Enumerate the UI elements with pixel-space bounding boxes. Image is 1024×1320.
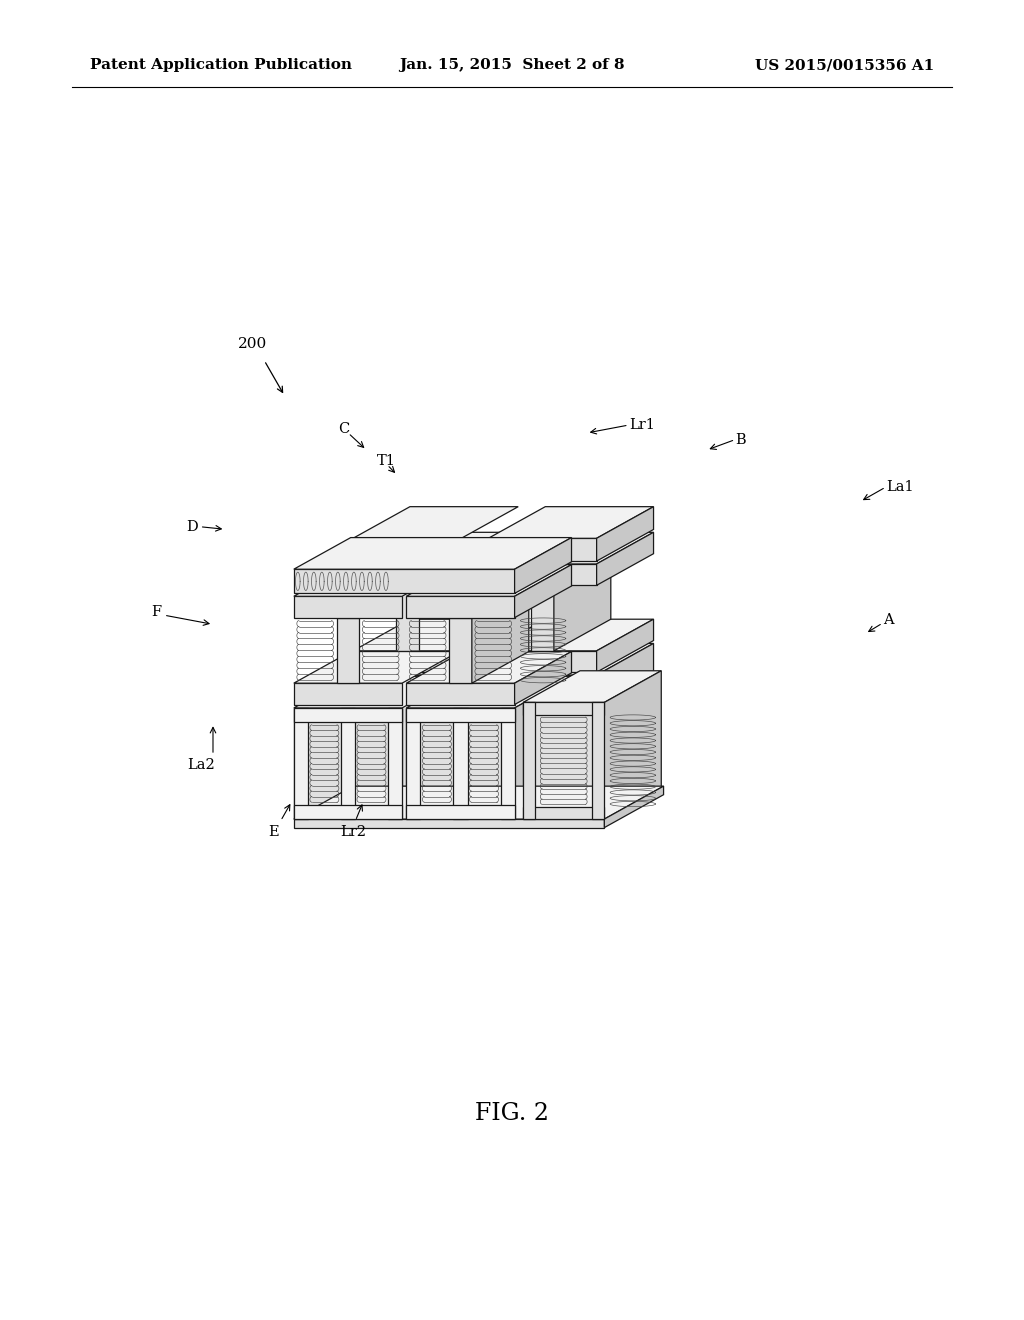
Polygon shape [488, 507, 653, 539]
Text: F: F [152, 606, 162, 619]
Polygon shape [407, 708, 421, 818]
Polygon shape [407, 708, 515, 722]
Text: D: D [186, 520, 198, 533]
Polygon shape [294, 652, 459, 684]
Polygon shape [515, 565, 571, 618]
Polygon shape [341, 708, 355, 818]
Polygon shape [604, 787, 664, 828]
Polygon shape [353, 539, 461, 561]
Polygon shape [488, 619, 653, 651]
Polygon shape [353, 619, 518, 651]
Polygon shape [531, 585, 554, 651]
Polygon shape [523, 702, 604, 818]
Polygon shape [407, 597, 515, 618]
Polygon shape [388, 708, 402, 818]
Polygon shape [407, 565, 571, 597]
Polygon shape [407, 708, 515, 818]
Text: La1: La1 [886, 480, 913, 494]
Polygon shape [515, 676, 571, 818]
Polygon shape [353, 532, 518, 564]
Text: A: A [883, 614, 893, 627]
Text: La2: La2 [187, 758, 215, 772]
Polygon shape [353, 507, 518, 539]
Polygon shape [294, 787, 664, 818]
Polygon shape [488, 532, 653, 564]
Polygon shape [597, 619, 653, 672]
Polygon shape [294, 818, 604, 828]
Polygon shape [395, 553, 475, 585]
Polygon shape [554, 553, 610, 651]
Polygon shape [353, 564, 461, 585]
Polygon shape [488, 675, 597, 787]
Text: US 2015/0015356 A1: US 2015/0015356 A1 [755, 58, 934, 73]
Polygon shape [523, 702, 604, 714]
Polygon shape [523, 702, 536, 818]
Polygon shape [337, 618, 359, 684]
Polygon shape [515, 537, 571, 594]
Polygon shape [488, 643, 653, 675]
Polygon shape [597, 532, 653, 585]
Polygon shape [531, 553, 610, 585]
Polygon shape [395, 585, 419, 651]
Text: B: B [735, 433, 745, 446]
Polygon shape [294, 708, 402, 722]
Polygon shape [592, 702, 604, 818]
Polygon shape [407, 676, 571, 708]
Polygon shape [515, 652, 571, 705]
Polygon shape [294, 676, 459, 708]
Polygon shape [604, 671, 662, 818]
Polygon shape [450, 586, 528, 618]
Polygon shape [488, 564, 597, 585]
Polygon shape [472, 586, 528, 684]
Text: Jan. 15, 2015  Sheet 2 of 8: Jan. 15, 2015 Sheet 2 of 8 [399, 58, 625, 73]
Polygon shape [488, 651, 597, 672]
Polygon shape [294, 805, 402, 818]
Polygon shape [353, 651, 461, 672]
Polygon shape [294, 565, 459, 597]
Polygon shape [294, 537, 571, 569]
Polygon shape [294, 708, 308, 818]
Text: Lr1: Lr1 [629, 418, 654, 432]
Polygon shape [523, 807, 604, 818]
Polygon shape [450, 618, 472, 684]
Polygon shape [523, 671, 662, 702]
Polygon shape [353, 675, 461, 787]
Polygon shape [294, 708, 402, 818]
Text: FIG. 2: FIG. 2 [475, 1102, 549, 1125]
Polygon shape [337, 586, 416, 618]
Text: C: C [338, 422, 349, 436]
Text: Patent Application Publication: Patent Application Publication [90, 58, 352, 73]
Polygon shape [597, 507, 653, 561]
Polygon shape [501, 708, 515, 818]
Polygon shape [294, 597, 402, 618]
Polygon shape [353, 643, 518, 675]
Text: T1: T1 [377, 454, 395, 467]
Polygon shape [294, 569, 515, 594]
Polygon shape [454, 708, 468, 818]
Text: Lr2: Lr2 [340, 825, 366, 840]
Polygon shape [597, 643, 653, 787]
Polygon shape [407, 684, 515, 705]
Polygon shape [294, 684, 402, 705]
Text: E: E [268, 825, 279, 840]
Text: 200: 200 [238, 337, 267, 351]
Polygon shape [407, 805, 515, 818]
Polygon shape [488, 539, 597, 561]
Polygon shape [407, 652, 571, 684]
